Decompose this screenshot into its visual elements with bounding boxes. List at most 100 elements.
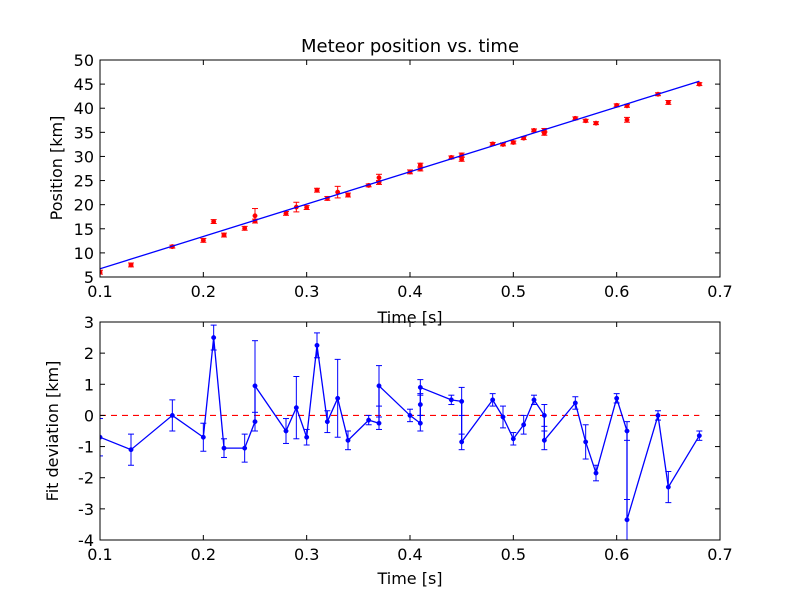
- x-tick-label: 0.5: [501, 545, 526, 564]
- y-tick-label: 35: [74, 123, 94, 142]
- data-point: [324, 419, 330, 425]
- y-tick-label: 5: [84, 268, 94, 287]
- x-tick-label: 0.2: [191, 282, 216, 301]
- position-plot-area: [100, 80, 703, 275]
- data-point: [417, 162, 423, 168]
- fit-line: [100, 80, 700, 270]
- data-point: [593, 470, 599, 476]
- data-point: [304, 434, 310, 440]
- data-point: [490, 397, 496, 403]
- deviation-plot-content: [100, 324, 703, 540]
- x-tick-label: 0.5: [501, 282, 526, 301]
- deviation-plot-ylabel: Fit deviation [km]: [43, 361, 62, 502]
- y-tick-label: -3: [78, 500, 94, 519]
- deviation-plot-area: [100, 324, 703, 540]
- data-point: [500, 414, 506, 420]
- data-point: [128, 262, 134, 268]
- data-point: [510, 140, 516, 145]
- data-point: [376, 420, 382, 426]
- x-tick-label: 0.3: [294, 282, 319, 301]
- data-point: [541, 437, 547, 443]
- data-point: [345, 192, 351, 198]
- x-tick-label: 0.3: [294, 545, 319, 564]
- data-point: [448, 397, 454, 403]
- data-point: [407, 412, 413, 418]
- data-point: [459, 439, 465, 445]
- y-tick-label: 1: [84, 375, 94, 394]
- y-tick-label: 20: [74, 196, 94, 215]
- x-tick-label: 0.1: [87, 282, 112, 301]
- y-tick-label: 15: [74, 220, 94, 239]
- data-point: [624, 428, 630, 434]
- y-tick-label: 30: [74, 147, 94, 166]
- y-tick-label: 2: [84, 344, 94, 363]
- data-point: [417, 384, 423, 390]
- data-point: [665, 99, 671, 105]
- y-tick-label: -4: [78, 531, 94, 550]
- x-tick-label: 0.4: [397, 545, 422, 564]
- data-point: [624, 517, 630, 523]
- data-point: [211, 335, 217, 341]
- position-plot-ylabel: Position [km]: [47, 116, 66, 221]
- data-point: [417, 420, 423, 426]
- data-point: [459, 398, 465, 404]
- y-tick-label: 10: [74, 244, 94, 263]
- y-tick-label: 50: [74, 51, 94, 70]
- data-point: [252, 213, 258, 219]
- data-point: [314, 342, 320, 348]
- position-plot-ticks: 0.1 0.2 0.3 0.4 0.5 0.6 0.7 5 10 15 20 25 30 35 40 45 50: [74, 51, 733, 301]
- data-point: [242, 445, 248, 451]
- y-tick-label: 40: [74, 99, 94, 118]
- data-point: [614, 395, 620, 401]
- data-point: [242, 225, 248, 231]
- data-point: [128, 447, 134, 453]
- data-point: [459, 156, 465, 162]
- y-tick-label: 0: [84, 406, 94, 425]
- data-point: [665, 484, 671, 490]
- data-point: [583, 439, 589, 445]
- data-point: [417, 402, 423, 407]
- chart-title: Meteor position vs. time: [301, 36, 519, 57]
- x-tick-label: 0.7: [707, 282, 732, 301]
- data-point: [293, 405, 299, 411]
- data-point: [521, 422, 527, 428]
- data-point: [583, 118, 589, 124]
- y-tick-label: -2: [78, 469, 94, 488]
- data-point: [593, 120, 599, 126]
- data-point: [200, 237, 206, 243]
- y-tick-label: -1: [78, 438, 94, 457]
- deviation-plot-ticks: 0.1 0.2 0.3 0.4 0.5 0.6 0.7 -4 -3 -2 -1 0 1 2 3: [78, 313, 733, 564]
- data-point: [252, 383, 258, 389]
- data-point: [531, 397, 537, 403]
- data-point: [211, 219, 217, 224]
- data-point: [200, 434, 206, 440]
- data-point: [314, 187, 320, 193]
- y-tick-label: 3: [84, 313, 94, 332]
- data-point: [366, 417, 372, 423]
- data-point: [696, 81, 702, 87]
- data-point: [376, 383, 382, 389]
- data-point: [510, 436, 516, 442]
- data-point: [283, 210, 289, 216]
- data-point: [335, 395, 341, 401]
- x-tick-label: 0.4: [397, 282, 422, 301]
- data-point: [541, 412, 547, 418]
- data-point: [169, 412, 175, 418]
- data-point: [345, 437, 351, 443]
- y-tick-label: 45: [74, 75, 94, 94]
- data-point: [283, 428, 289, 434]
- data-point: [221, 445, 227, 451]
- data-point: [624, 117, 630, 123]
- x-tick-label: 0.6: [604, 545, 629, 564]
- deviation-plot: 0.1 0.2 0.3 0.4 0.5 0.6 0.7 -4 -3 -2 -1 0 1 2 3 Time […: [43, 313, 733, 588]
- data-point: [376, 175, 382, 181]
- position-plot: Meteor position vs. time 0.1 0.2 0.3 0.4 0.5…: [47, 36, 733, 327]
- x-tick-label: 0.2: [191, 545, 216, 564]
- deviation-plot-xlabel: Time [s]: [376, 569, 442, 588]
- data-point: [572, 400, 578, 406]
- data-point: [221, 232, 227, 238]
- x-tick-label: 0.6: [604, 282, 629, 301]
- data-point: [304, 205, 310, 211]
